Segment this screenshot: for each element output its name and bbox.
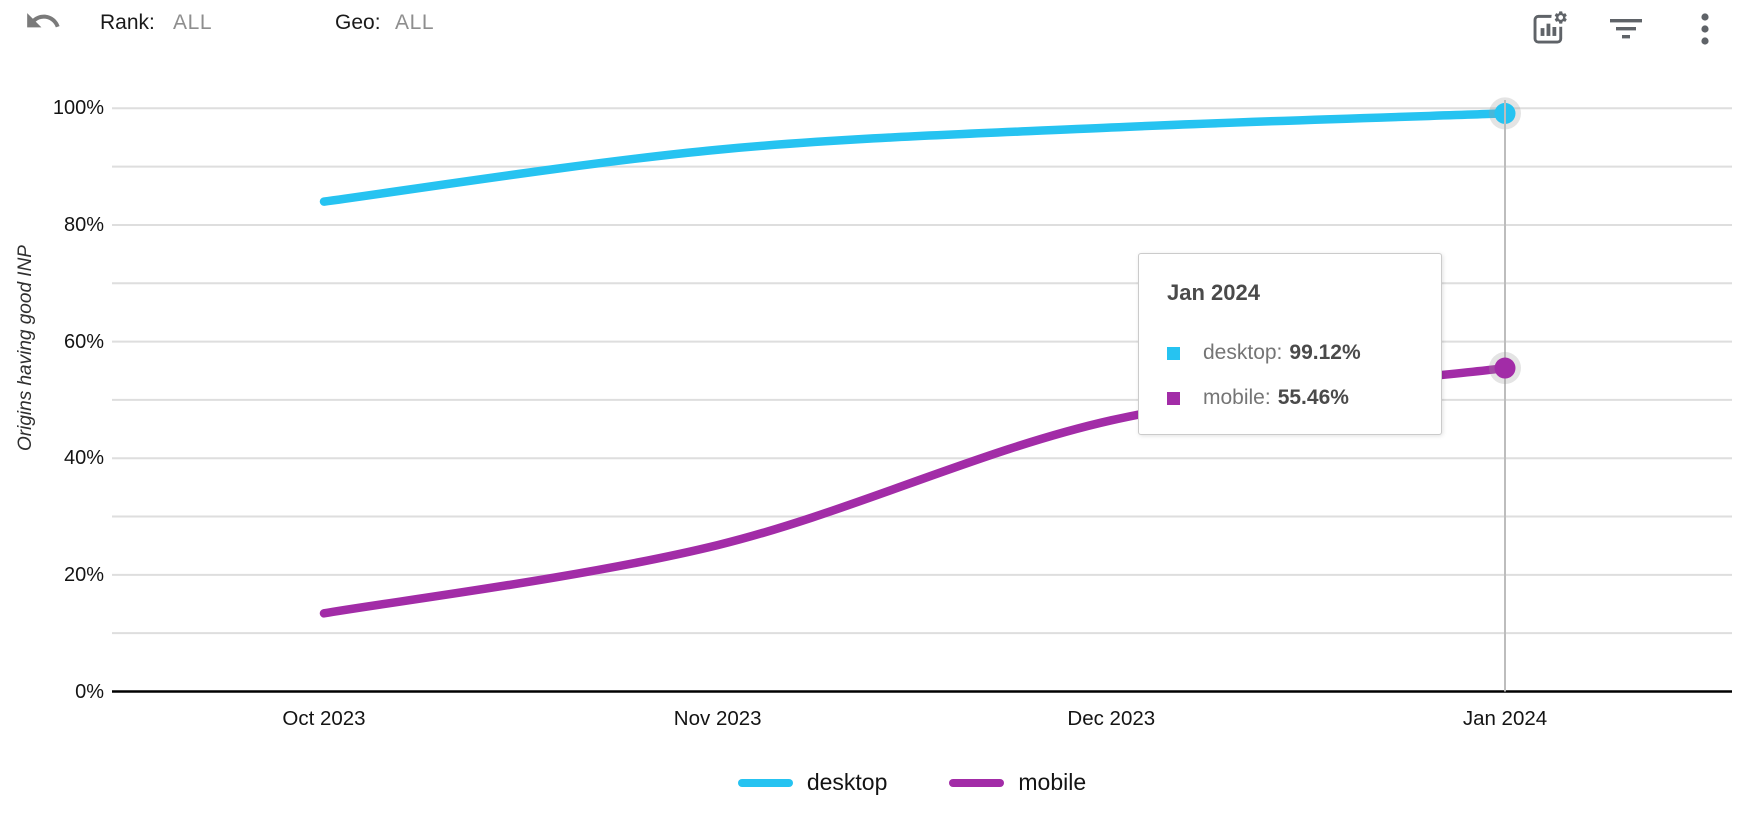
gear-icon — [1554, 11, 1567, 24]
rank-filter-value[interactable]: ALL — [173, 11, 213, 34]
tooltip-value: 55.46% — [1277, 386, 1349, 409]
legend-swatch-desktop — [737, 778, 793, 787]
tooltip-label: mobile: — [1203, 386, 1271, 409]
undo-icon[interactable] — [24, 2, 62, 40]
legend-item-desktop[interactable]: desktop — [737, 769, 888, 796]
x-tick-label: Jan 2024 — [1462, 707, 1548, 730]
y-tick-label: 60% — [63, 330, 104, 353]
y-tick-label: 80% — [63, 213, 104, 236]
tooltip-row-desktop: desktop: 99.12% — [1167, 340, 1361, 366]
chart-legend: desktop mobile — [72, 769, 1752, 796]
filter-icon[interactable] — [1608, 14, 1644, 42]
legend-item-mobile[interactable]: mobile — [949, 769, 1086, 796]
tooltip-row-mobile: mobile: 55.46% — [1167, 385, 1349, 411]
x-tick-label: Nov 2023 — [673, 707, 762, 730]
legend-label-desktop: desktop — [806, 769, 888, 795]
y-tick-label: 20% — [63, 563, 104, 586]
desktop-series-swatch — [1167, 346, 1180, 360]
x-tick-label: Dec 2023 — [1067, 707, 1156, 730]
y-tick-label: 100% — [52, 97, 104, 120]
kebab-menu-icon[interactable] — [1696, 10, 1714, 48]
rank-filter-label: Rank: — [100, 11, 155, 34]
legend-swatch-mobile — [949, 778, 1005, 787]
geo-filter-value[interactable]: ALL — [395, 11, 435, 34]
tooltip-value: 99.12% — [1289, 341, 1361, 364]
legend-label-mobile: mobile — [1018, 769, 1087, 795]
chart-settings-icon[interactable] — [1530, 8, 1568, 46]
x-tick-label: Oct 2023 — [282, 707, 366, 730]
mobile-series-swatch — [1167, 391, 1180, 405]
y-tick-label: 40% — [63, 447, 104, 470]
tooltip-title: Jan 2024 — [1167, 280, 1260, 305]
y-tick-label: 0% — [75, 680, 104, 703]
tooltip-label: desktop: — [1203, 341, 1283, 364]
geo-filter-label: Geo: — [335, 11, 381, 34]
toolbar: Rank: ALL Geo: ALL — [0, 0, 1752, 56]
chart-tooltip: Jan 2024 desktop: 99.12% mobile: 55.46% — [1138, 253, 1442, 435]
